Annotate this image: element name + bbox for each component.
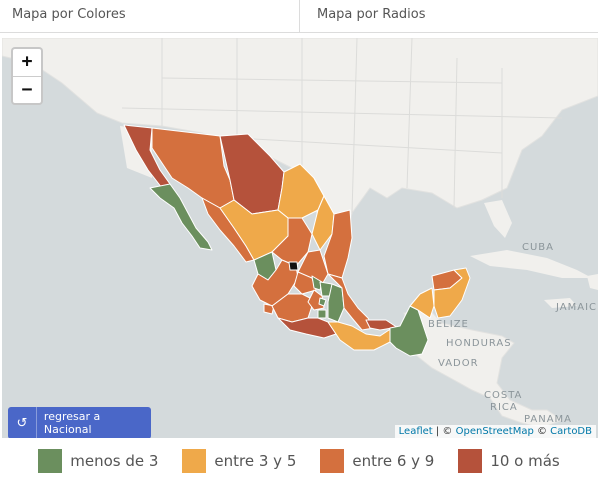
leaflet-link[interactable]: Leaflet (398, 426, 433, 437)
legend-item-low: menos de 3 (38, 449, 158, 473)
openstreetmap-link[interactable]: OpenStreetMap (455, 426, 534, 437)
regresar-nacional-button[interactable]: ↺ regresar a Nacional (8, 407, 151, 438)
land-hispaniola (587, 274, 598, 290)
state-colima (263, 303, 275, 315)
state-guanajuato (293, 271, 317, 295)
attribution-separator: | © (432, 426, 456, 437)
land-central-america (403, 309, 564, 429)
state-baja-california-sur (149, 183, 213, 251)
place-label-jamaica: JAMAIC (556, 302, 598, 313)
us-state-borders (121, 38, 563, 214)
state-guerrero (277, 317, 337, 339)
mexico-states (123, 124, 471, 357)
state-cdmx (318, 297, 327, 307)
map-legend: menos de 3 entre 3 y 5 entre 6 y 9 10 o … (0, 446, 598, 476)
map-tabs: Mapa por Colores Mapa por Radios (0, 0, 598, 34)
place-label-panama: PANAMA (524, 414, 573, 425)
legend-label-mid-low: entre 3 y 5 (214, 452, 297, 470)
legend-swatch-low (38, 449, 63, 473)
legend-label-high: 10 o más (490, 452, 560, 470)
legend-swatch-mid-low (182, 449, 207, 473)
state-aguascalientes (288, 261, 299, 271)
state-quintana-roo (433, 267, 471, 319)
legend-item-mid-low: entre 3 y 5 (182, 449, 296, 473)
place-label-honduras: HONDURAS (446, 338, 512, 349)
land-cuba (470, 250, 592, 278)
zoom-out-button[interactable]: − (21, 79, 33, 100)
land-florida (484, 200, 512, 238)
state-coahuila (277, 163, 325, 219)
legend-swatch-mid-high (320, 449, 345, 473)
place-label-belize: BELIZE (428, 319, 469, 330)
legend-swatch-high (458, 449, 483, 473)
state-chiapas (389, 305, 429, 357)
tab-mapa-colores[interactable]: Mapa por Colores (0, 0, 299, 33)
legend-label-low: menos de 3 (70, 452, 159, 470)
map-attribution: Leaflet | © OpenStreetMap © CartoDB (394, 425, 596, 438)
map-view[interactable]: CUBA JAMAIC BELIZE HONDURAS VADOR COSTA … (2, 38, 598, 438)
state-estado-de-mexico (307, 289, 325, 311)
legend-item-high: 10 o más (458, 449, 560, 473)
state-puebla (327, 283, 345, 323)
tab-mapa-radios[interactable]: Mapa por Radios (299, 0, 598, 33)
place-label-rica: RICA (490, 402, 518, 413)
place-label-cuba: CUBA (522, 242, 555, 253)
place-label-el-salvador: VADOR (438, 358, 479, 369)
undo-icon: ↺ (8, 407, 37, 438)
legend-label-mid-high: entre 6 y 9 (352, 452, 435, 470)
regresar-nacional-label: regresar a Nacional (43, 410, 101, 436)
zoom-control: + − (11, 47, 43, 105)
cartodb-link[interactable]: CartoDB (550, 426, 592, 437)
map-canvas (2, 38, 598, 429)
state-queretaro (311, 275, 323, 291)
place-label-costa: COSTA (484, 390, 523, 401)
zoom-in-button[interactable]: + (13, 49, 41, 77)
land-jamaica (544, 298, 577, 308)
attribution-separator-2: © (533, 426, 551, 437)
legend-item-mid-high: entre 6 y 9 (320, 449, 434, 473)
state-morelos (317, 309, 327, 319)
